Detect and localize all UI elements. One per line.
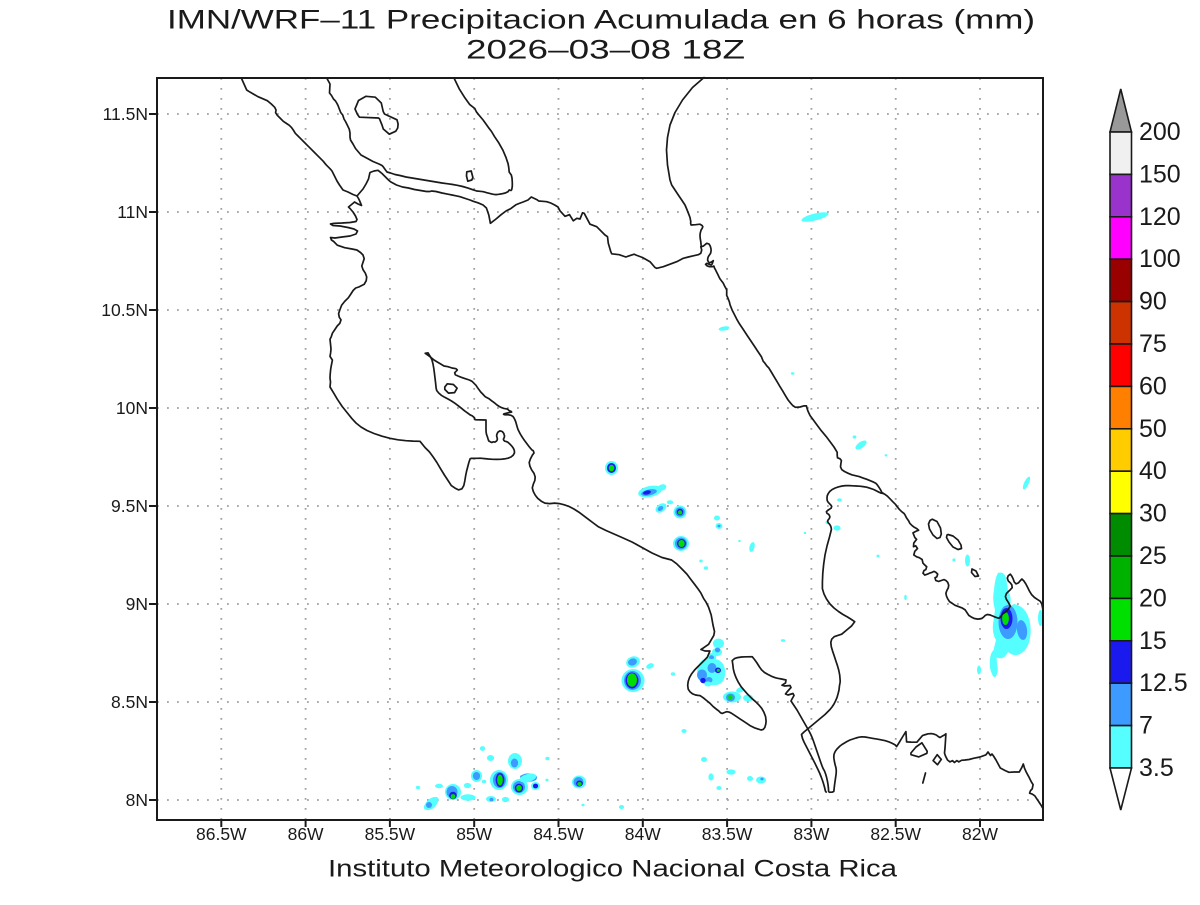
svg-text:10.5N: 10.5N bbox=[101, 300, 148, 320]
svg-text:86W: 86W bbox=[288, 824, 324, 844]
svg-text:84.5W: 84.5W bbox=[533, 824, 584, 844]
svg-text:60: 60 bbox=[1139, 372, 1167, 400]
svg-text:150: 150 bbox=[1139, 160, 1181, 188]
svg-text:8N: 8N bbox=[126, 790, 148, 810]
svg-text:IMN/WRF–11 Precipitacion Acumu: IMN/WRF–11 Precipitacion Acumulada en 6 … bbox=[167, 5, 1035, 35]
svg-text:84W: 84W bbox=[625, 824, 661, 844]
svg-text:86.5W: 86.5W bbox=[196, 824, 247, 844]
svg-text:7: 7 bbox=[1139, 712, 1153, 740]
svg-text:85W: 85W bbox=[456, 824, 492, 844]
svg-text:85.5W: 85.5W bbox=[365, 824, 416, 844]
svg-text:30: 30 bbox=[1139, 500, 1167, 528]
svg-text:82.5W: 82.5W bbox=[870, 824, 921, 844]
svg-text:50: 50 bbox=[1139, 415, 1167, 443]
svg-text:11N: 11N bbox=[117, 202, 148, 222]
svg-text:3.5: 3.5 bbox=[1139, 754, 1174, 782]
svg-text:15: 15 bbox=[1139, 627, 1167, 655]
svg-text:83W: 83W bbox=[793, 824, 829, 844]
svg-text:90: 90 bbox=[1139, 288, 1167, 316]
svg-text:9.5N: 9.5N bbox=[111, 496, 148, 516]
svg-text:120: 120 bbox=[1139, 203, 1181, 231]
svg-text:75: 75 bbox=[1139, 330, 1167, 358]
svg-text:10N: 10N bbox=[116, 398, 148, 418]
svg-text:20: 20 bbox=[1139, 584, 1167, 612]
svg-text:83.5W: 83.5W bbox=[702, 824, 753, 844]
svg-text:9N: 9N bbox=[126, 594, 148, 614]
svg-text:12.5: 12.5 bbox=[1139, 669, 1188, 697]
svg-text:Instituto Meteorologico Nacion: Instituto Meteorologico Nacional Costa R… bbox=[328, 856, 898, 883]
svg-text:82W: 82W bbox=[962, 824, 998, 844]
svg-text:200: 200 bbox=[1139, 118, 1181, 146]
svg-text:8.5N: 8.5N bbox=[111, 692, 148, 712]
svg-text:2026–03–08 18Z: 2026–03–08 18Z bbox=[466, 35, 745, 65]
svg-text:11.5N: 11.5N bbox=[103, 104, 148, 124]
svg-text:40: 40 bbox=[1139, 457, 1167, 485]
svg-text:25: 25 bbox=[1139, 542, 1167, 570]
svg-text:100: 100 bbox=[1139, 245, 1181, 273]
